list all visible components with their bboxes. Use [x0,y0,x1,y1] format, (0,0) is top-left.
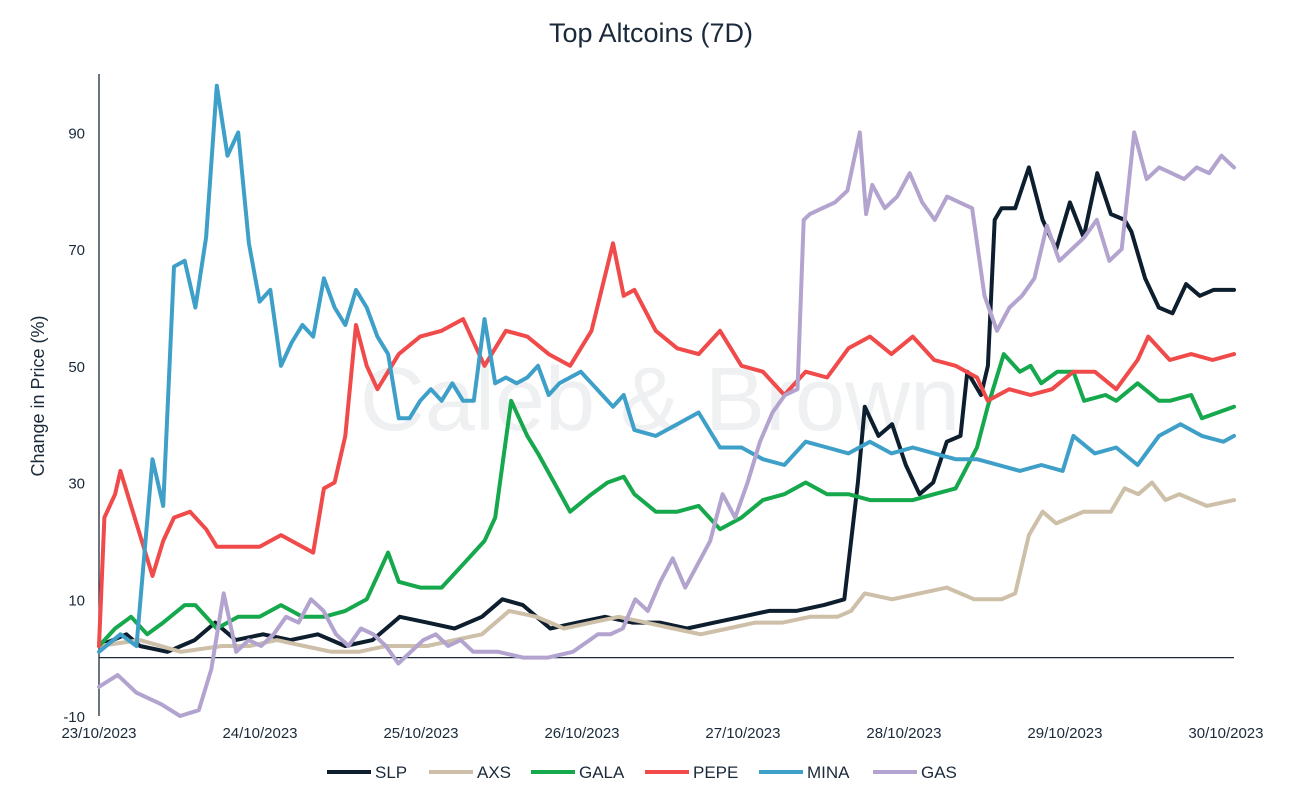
legend-label-gas: GAS [921,763,957,782]
y-tick-label: 50 [68,359,85,376]
legend-label-axs: AXS [477,763,511,782]
series-line-pepe [97,241,1236,648]
x-tick-label: 26/10/2023 [544,725,619,742]
y-tick-label: 10 [68,592,85,609]
x-tick-label: 24/10/2023 [222,725,297,742]
series-lines [97,83,1236,718]
legend-label-gala: GALA [579,763,625,782]
y-tick-label: 70 [68,242,85,259]
legend-label-mina: MINA [807,763,850,782]
legend-label-slp: SLP [375,763,407,782]
legend: SLP AXS GALA PEPE MINA GAS [327,763,957,782]
x-tick-label: 30/10/2023 [1188,725,1263,742]
y-tick-label: 90 [68,125,85,142]
y-tick-label: -10 [63,709,85,726]
chart-title: Top Altcoins (7D) [549,18,753,48]
x-tick-label: 27/10/2023 [705,725,780,742]
x-tick-label: 28/10/2023 [866,725,941,742]
y-axis-ticks: -10 10 30 50 70 90 [63,125,85,726]
legend-label-pepe: PEPE [693,763,738,782]
x-axis-ticks: 23/10/2023 24/10/2023 25/10/2023 26/10/2023… [61,725,1263,742]
x-tick-label: 25/10/2023 [383,725,458,742]
y-axis-label: Change in Price (%) [28,315,48,476]
x-tick-label: 23/10/2023 [61,725,136,742]
series-line-mina [97,83,1236,654]
series-line-gas [97,130,1236,718]
x-tick-label: 29/10/2023 [1027,725,1102,742]
y-tick-label: 30 [68,476,85,493]
series-line-axs [97,480,1236,654]
series-line-gala [97,352,1236,648]
